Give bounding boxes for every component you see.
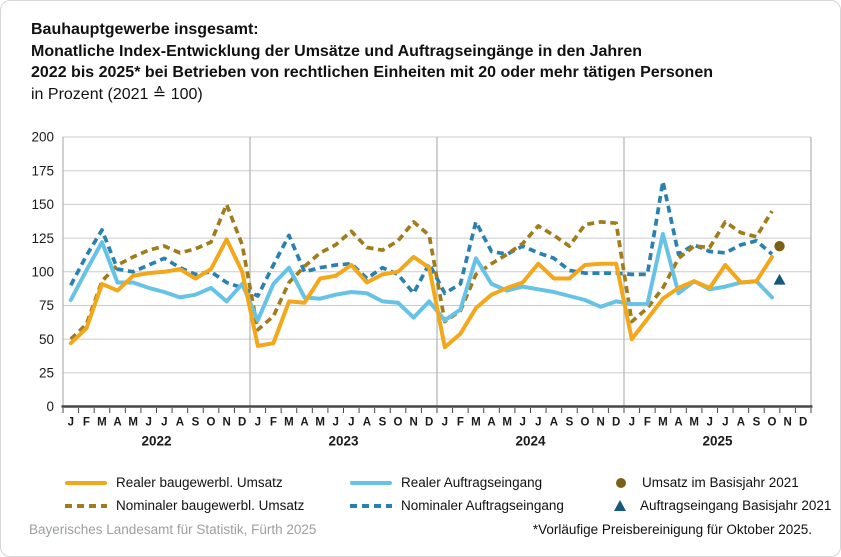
legend-label: Realer baugewerbl. Umsatz xyxy=(116,475,283,490)
month-label: N xyxy=(596,417,604,429)
y-axis-tick-label: 125 xyxy=(31,231,54,246)
month-label: A xyxy=(487,417,495,429)
y-axis-tick-label: 0 xyxy=(46,399,54,414)
month-label: J xyxy=(332,417,338,429)
chart-legend: Realer baugewerbl. Umsatz Realer Auftrag… xyxy=(65,471,831,517)
footnote: *Vorläufige Preisbereinigung für Oktober… xyxy=(532,522,812,537)
title-line-1: Bauhauptgewerbe insgesamt: xyxy=(31,21,259,38)
month-label: M xyxy=(284,417,294,429)
year-label: 2025 xyxy=(702,434,733,449)
month-label: A xyxy=(363,417,371,429)
month-label: S xyxy=(192,417,200,429)
legend-item-nominaler-auftragseingang: Nominaler Auftragseingang xyxy=(350,498,600,513)
month-label: J xyxy=(146,417,152,429)
legend-item-auftragseingang-basisjahr: Auftragseingang Basisjahr 2021 xyxy=(600,498,835,513)
year-label: 2024 xyxy=(515,434,546,449)
month-label: D xyxy=(238,417,246,429)
circle-marker-icon xyxy=(616,477,626,488)
month-label: J xyxy=(629,417,635,429)
triangle-marker-icon xyxy=(614,500,626,511)
month-label: M xyxy=(128,417,138,429)
month-label: S xyxy=(753,417,761,429)
month-label: O xyxy=(768,417,777,429)
month-label: M xyxy=(502,417,512,429)
legend-label: Auftragseingang Basisjahr 2021 xyxy=(640,498,832,513)
y-axis-tick-label: 75 xyxy=(39,298,54,313)
orange-solid-line-swatch xyxy=(65,480,107,485)
month-label: F xyxy=(644,417,651,429)
month-label: O xyxy=(581,417,590,429)
series-line-realer-auftragseingang xyxy=(68,232,774,323)
month-label: S xyxy=(566,417,574,429)
y-axis-tick-label: 175 xyxy=(31,163,54,178)
month-label: M xyxy=(315,417,325,429)
legend-item-umsatz-basisjahr: Umsatz im Basisjahr 2021 xyxy=(600,475,835,490)
legend-item-nominaler-umsatz: Nominaler baugewerbl. Umsatz xyxy=(65,498,350,513)
month-label: S xyxy=(379,417,387,429)
legend-item-realer-auftragseingang: Realer Auftragseingang xyxy=(350,475,600,490)
series-line-realer-umsatz xyxy=(68,237,774,350)
month-label: J xyxy=(255,417,261,429)
basisjahr-auftragseingang-triangle-marker xyxy=(773,273,786,285)
month-label: J xyxy=(442,417,448,429)
month-label: A xyxy=(176,417,184,429)
month-label: F xyxy=(83,417,90,429)
month-label: A xyxy=(674,417,682,429)
legend-label: Umsatz im Basisjahr 2021 xyxy=(642,475,799,490)
y-axis-tick-label: 150 xyxy=(31,197,54,212)
month-label: A xyxy=(113,417,121,429)
legend-label: Realer Auftragseingang xyxy=(401,475,543,490)
month-label: J xyxy=(519,417,525,429)
month-label: J xyxy=(722,417,728,429)
month-label: J xyxy=(706,417,712,429)
month-label: M xyxy=(97,417,107,429)
month-label: A xyxy=(737,417,745,429)
title-line-4: in Prozent (2021 ≙ 100) xyxy=(31,85,203,103)
month-label: D xyxy=(425,417,433,429)
y-axis-tick-label: 25 xyxy=(39,366,54,381)
month-label: F xyxy=(457,417,464,429)
title-line-3: 2022 bis 2025* bei Betrieben von rechtli… xyxy=(31,64,713,81)
legend-label: Nominaler baugewerbl. Umsatz xyxy=(116,498,305,513)
year-label: 2022 xyxy=(141,434,171,449)
chart-title-block: Bauhauptgewerbe insgesamt: Monatliche In… xyxy=(31,19,713,105)
y-axis-tick-label: 200 xyxy=(31,130,54,145)
month-label: A xyxy=(550,417,558,429)
blue-solid-line-swatch xyxy=(350,480,392,485)
brown-dashed-line-swatch xyxy=(65,503,107,508)
legend-label: Nominaler Auftragseingang xyxy=(401,498,564,513)
month-label: M xyxy=(471,417,481,429)
month-label: N xyxy=(783,417,791,429)
legend-item-realer-umsatz: Realer baugewerbl. Umsatz xyxy=(65,475,350,490)
month-label: D xyxy=(612,417,620,429)
month-label: N xyxy=(409,417,417,429)
month-label: J xyxy=(68,417,74,429)
y-axis-tick-label: 50 xyxy=(39,332,54,347)
series-line-nominaler-auftragseingang xyxy=(69,179,774,298)
month-label: J xyxy=(161,417,167,429)
series-line-nominaler-umsatz xyxy=(69,202,774,341)
title-line-2: Monatliche Index-Entwicklung der Umsätze… xyxy=(31,42,643,60)
month-label: M xyxy=(689,417,699,429)
source-attribution: Bayerisches Landesamt für Statistik, Für… xyxy=(29,522,317,537)
month-label: M xyxy=(658,417,668,429)
basisjahr-umsatz-circle-marker xyxy=(774,240,785,252)
month-label: J xyxy=(535,417,541,429)
month-label: D xyxy=(799,417,807,429)
month-label: J xyxy=(348,417,354,429)
blue-dashed-line-swatch xyxy=(350,503,392,508)
month-label: O xyxy=(207,417,216,429)
y-axis-tick-label: 100 xyxy=(31,264,54,279)
month-label: A xyxy=(300,417,308,429)
month-label: O xyxy=(394,417,403,429)
year-label: 2023 xyxy=(328,434,359,449)
month-label: N xyxy=(222,417,230,429)
month-label: F xyxy=(270,417,277,429)
